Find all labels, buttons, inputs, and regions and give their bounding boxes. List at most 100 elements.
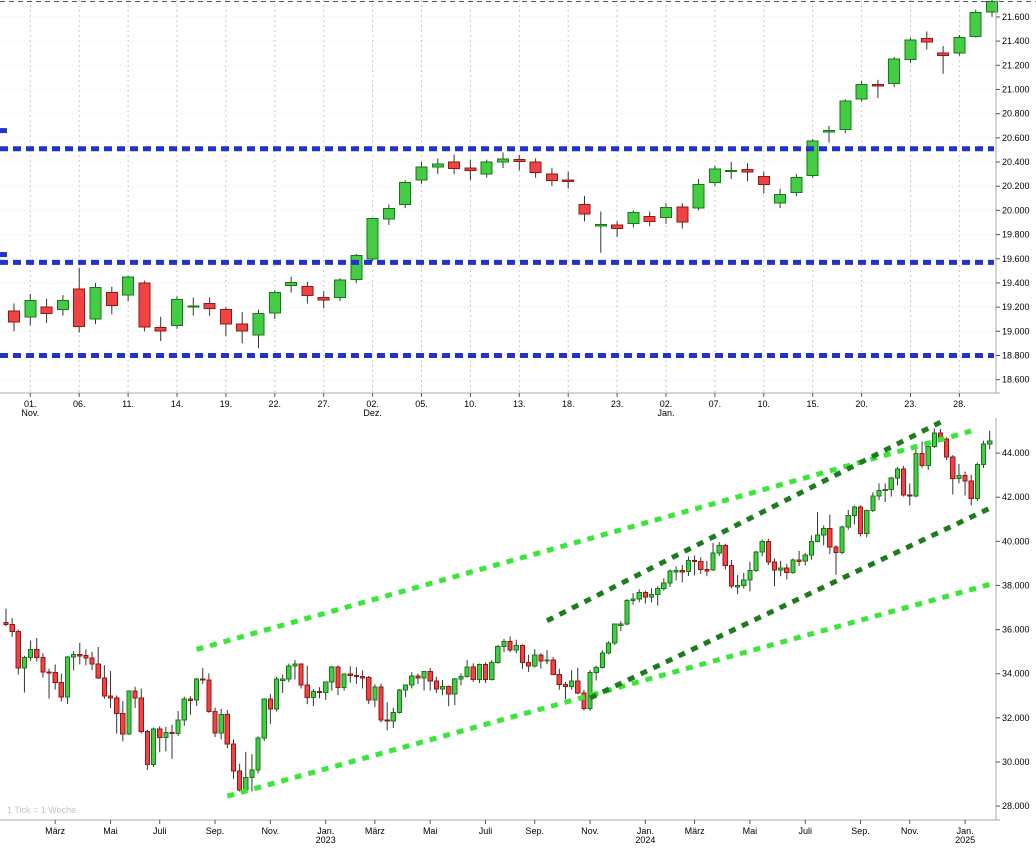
candle-up bbox=[431, 158, 444, 175]
trend-channel-line-light bbox=[195, 428, 972, 652]
candle-up bbox=[716, 542, 722, 557]
x-axis-label: 15. bbox=[806, 399, 819, 409]
candle-up bbox=[790, 558, 796, 574]
candle-up bbox=[255, 736, 261, 774]
candle-up bbox=[464, 660, 470, 678]
candle-up bbox=[261, 698, 267, 742]
candle-up bbox=[249, 754, 255, 792]
candle-down bbox=[827, 514, 833, 554]
candle-up bbox=[252, 309, 265, 349]
candle-up bbox=[285, 276, 298, 293]
y-axis-label: 19.000 bbox=[1002, 326, 1030, 336]
candle-up bbox=[969, 9, 982, 38]
weekly-chart-svg: 44.000 42.000 40.000 38.000 36.000 34.000 32.0… bbox=[0, 418, 1030, 845]
candle-down bbox=[58, 673, 64, 702]
candle-down bbox=[9, 618, 15, 637]
candle-down bbox=[771, 558, 778, 587]
candle-up bbox=[187, 297, 200, 316]
candle-up bbox=[334, 278, 346, 302]
candle-up bbox=[987, 430, 993, 450]
candle-up bbox=[648, 588, 655, 603]
candle-down bbox=[40, 298, 53, 323]
trend-channel-line-dark bbox=[588, 505, 991, 701]
candle-down bbox=[919, 441, 925, 468]
candle-down bbox=[335, 665, 341, 696]
candle-up bbox=[864, 509, 870, 538]
candle-up bbox=[808, 535, 814, 560]
candle-up bbox=[735, 575, 741, 595]
x-axis-sublabel: 2025 bbox=[955, 835, 975, 845]
candle-down bbox=[132, 686, 138, 708]
candle-up bbox=[708, 165, 721, 187]
candle-up bbox=[193, 677, 200, 706]
x-axis-sublabel: Dez. bbox=[363, 408, 382, 418]
x-axis-label: 10. bbox=[464, 399, 477, 409]
candle-down bbox=[114, 695, 120, 734]
y-axis-label: 42.000 bbox=[1002, 492, 1030, 502]
x-axis-label: Juli bbox=[153, 826, 167, 836]
candle-up bbox=[667, 569, 673, 587]
candle-down bbox=[203, 297, 216, 316]
y-axis-label: 34.000 bbox=[1002, 669, 1030, 679]
y-axis-label: 18.600 bbox=[1002, 375, 1030, 385]
candle-down bbox=[138, 280, 151, 332]
x-axis-label: Mai bbox=[743, 826, 758, 836]
y-axis-label: 21.400 bbox=[1002, 36, 1030, 46]
candle-up bbox=[725, 162, 738, 179]
candle-down bbox=[525, 654, 532, 672]
x-axis-label: 27. bbox=[317, 399, 330, 409]
candle-up bbox=[268, 290, 281, 320]
candle-up bbox=[888, 56, 901, 88]
candle-down bbox=[40, 653, 46, 678]
candle-up bbox=[292, 660, 298, 680]
x-axis-label: 23. bbox=[904, 399, 917, 409]
candle-down bbox=[316, 687, 323, 699]
candle-up bbox=[851, 505, 858, 525]
candle-up bbox=[27, 640, 34, 661]
candle-up bbox=[624, 598, 630, 626]
candle-down bbox=[513, 154, 526, 171]
candle-up bbox=[790, 174, 803, 196]
candle-down bbox=[212, 707, 218, 738]
candle-up bbox=[497, 152, 509, 169]
candle-up bbox=[280, 674, 286, 693]
candle-up bbox=[243, 751, 249, 793]
candle-down bbox=[105, 286, 118, 315]
candle-down bbox=[907, 483, 913, 506]
candle-down bbox=[765, 538, 771, 565]
candle-up bbox=[692, 178, 705, 211]
candle-down bbox=[52, 664, 58, 690]
candle-down bbox=[920, 31, 933, 50]
candle-up bbox=[150, 727, 157, 767]
candle-down bbox=[784, 564, 790, 580]
candle-up bbox=[329, 665, 335, 691]
daily-chart-svg: 21.600 21.400 21.200 21.000 20.800 20.600 20.4… bbox=[0, 0, 1036, 418]
candle-down bbox=[470, 663, 476, 682]
candle-up bbox=[480, 159, 493, 178]
candle-up bbox=[489, 660, 495, 681]
candle-down bbox=[236, 311, 249, 344]
y-axis-label: 32.000 bbox=[1002, 713, 1030, 723]
candle-down bbox=[757, 171, 770, 194]
candle-down bbox=[642, 590, 648, 604]
candle-down bbox=[187, 696, 194, 715]
x-axis-label: Juli bbox=[798, 826, 812, 836]
x-axis-label: Sep. bbox=[525, 826, 544, 836]
candle-down bbox=[968, 474, 974, 506]
candle-down bbox=[169, 724, 175, 759]
candle-up bbox=[888, 476, 894, 497]
candle-up bbox=[181, 696, 187, 726]
candle-down bbox=[378, 683, 384, 723]
candle-up bbox=[753, 550, 759, 572]
candle-up bbox=[870, 492, 876, 512]
candle-down bbox=[722, 543, 728, 570]
candle-up bbox=[673, 566, 679, 581]
candle-down bbox=[317, 291, 330, 309]
candle-up bbox=[382, 204, 395, 225]
x-axis-label: März bbox=[685, 826, 705, 836]
candle-up bbox=[839, 525, 845, 555]
candle-up bbox=[986, 0, 998, 17]
candle-down bbox=[366, 675, 372, 704]
candle-up bbox=[366, 217, 379, 262]
y-axis-label: 28.000 bbox=[1002, 801, 1030, 811]
